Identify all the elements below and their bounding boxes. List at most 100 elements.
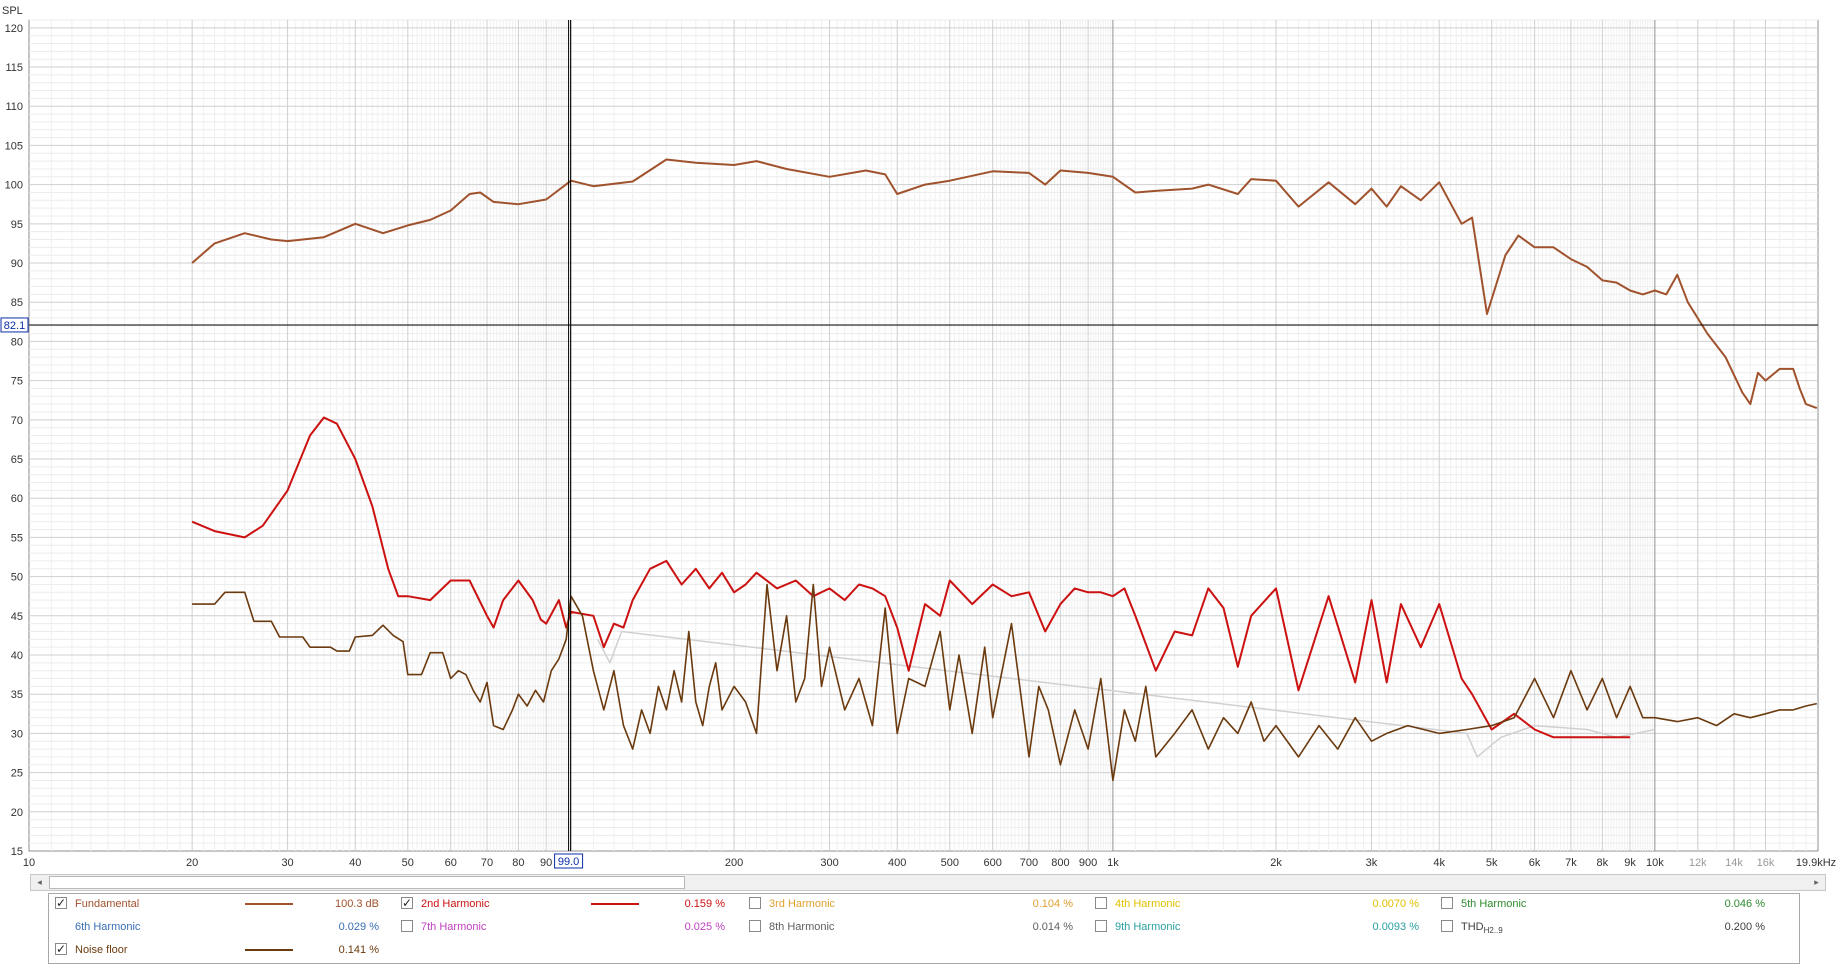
x-tick-label: 900 <box>1079 857 1097 869</box>
cursor-x-readout: 99.0 <box>558 856 579 868</box>
legend-label: 8th Harmonic <box>769 921 835 933</box>
legend-item-5th-harmonic: 5th Harmonic 0.046 % <box>1441 894 1781 914</box>
x-tick-label: 80 <box>512 857 524 869</box>
y-tick-label: 105 <box>5 140 23 152</box>
3rd-harmonic-checkbox[interactable] <box>749 897 761 909</box>
legend-item-2nd-harmonic: ✓ 2nd Harmonic 0.159 % <box>401 894 741 914</box>
y-tick-label: 35 <box>11 689 23 701</box>
x-tick-label: 60 <box>445 857 457 869</box>
x-tick-label: 5k <box>1486 857 1498 869</box>
y-tick-label: 30 <box>11 728 23 740</box>
y-tick-label: 110 <box>5 101 23 113</box>
x-tick-label: 50 <box>402 857 414 869</box>
8th-harmonic-checkbox[interactable] <box>749 920 761 932</box>
y-tick-label: 20 <box>11 807 23 819</box>
fundamental-checkbox[interactable]: ✓ <box>55 896 67 910</box>
x-tick-label: 600 <box>983 857 1001 869</box>
7th-harmonic-checkbox[interactable] <box>401 920 413 932</box>
x-tick-label: 400 <box>888 857 906 869</box>
legend-swatch <box>245 949 293 951</box>
x-tick-label: 7k <box>1565 857 1577 869</box>
x-tick-label: 8k <box>1597 857 1609 869</box>
y-tick-label: 90 <box>11 258 23 270</box>
y-axis-label: SPL <box>2 5 23 17</box>
x-tick-label: 800 <box>1051 857 1069 869</box>
legend-label: 4th Harmonic <box>1115 898 1181 910</box>
x-tick-label: 16k <box>1757 857 1775 869</box>
cursor-x-readout-box <box>554 853 584 869</box>
x-tick-label: 30 <box>281 857 293 869</box>
legend-label: Fundamental <box>75 898 140 910</box>
legend-item-thd: THDH2..9 0.200 % <box>1441 917 1781 937</box>
scroll-thumb[interactable] <box>49 876 685 889</box>
x-tick-label: 14k <box>1725 857 1743 869</box>
thd-checkbox[interactable] <box>1441 920 1453 932</box>
y-tick-label: 70 <box>11 415 23 427</box>
legend-item-fundamental: ✓ Fundamental 100.3 dB <box>55 894 395 914</box>
y-tick-label: 115 <box>5 62 23 74</box>
legend-value: 0.029 % <box>338 921 379 933</box>
y-tick-label: 55 <box>11 532 23 544</box>
x-tick-label: 200 <box>725 857 743 869</box>
y-tick-label: 120 <box>5 23 23 35</box>
legend-swatch <box>245 903 293 905</box>
x-tick-label: 500 <box>941 857 959 869</box>
y-tick-label: 100 <box>5 180 23 192</box>
x-tick-label: 3k <box>1366 857 1378 869</box>
y-tick-label: 60 <box>11 493 23 505</box>
y-tick-label: 15 <box>11 846 23 858</box>
legend-value: 0.159 % <box>684 898 725 910</box>
legend-label: 6th Harmonic <box>75 921 141 933</box>
scroll-left-arrow-icon[interactable]: ◂ <box>37 877 42 887</box>
legend-label: THDH2..9 <box>1461 921 1503 936</box>
x-tick-label: 20 <box>186 857 198 869</box>
x-tick-label: 10k <box>1646 857 1664 869</box>
legend-label: 5th Harmonic <box>1461 898 1527 910</box>
legend-label: 7th Harmonic <box>421 921 487 933</box>
legend-item-6th-harmonic: 6th Harmonic 0.029 % <box>55 917 395 937</box>
noise-floor-checkbox[interactable]: ✓ <box>55 942 67 956</box>
legend-value: 0.104 % <box>1032 898 1073 910</box>
legend-value: 100.3 dB <box>334 898 379 910</box>
2nd-harmonic-curve <box>191 416 1631 739</box>
legend-value: 0.0070 % <box>1372 898 1419 910</box>
y-tick-label: 95 <box>11 219 23 231</box>
legend-swatch <box>591 903 639 905</box>
minor-grid <box>29 19 1818 851</box>
legend-item-3rd-harmonic: 3rd Harmonic 0.104 % <box>749 894 1089 914</box>
x-tick-label: 1k <box>1107 857 1119 869</box>
legend-label: 2nd Harmonic <box>421 898 490 910</box>
y-tick-label: 85 <box>11 297 23 309</box>
legend-item-8th-harmonic: 8th Harmonic 0.014 % <box>749 917 1089 937</box>
legend-value: 0.141 % <box>338 944 379 956</box>
legend-label: 3rd Harmonic <box>769 898 836 910</box>
legend-label: Noise floor <box>75 944 128 956</box>
9th-harmonic-checkbox[interactable] <box>1095 920 1107 932</box>
scroll-right-arrow-icon[interactable]: ▸ <box>1814 877 1819 887</box>
chart-plot[interactable]: 20 25 30 35 40 45 50 55 60 65 70 75 80 85 90 95 100 105 11… <box>0 0 1842 870</box>
y-tick-label: 50 <box>11 572 23 584</box>
legend-panel: ✓ Fundamental 100.3 dB ✓ 2nd Harmonic 0.159 %… <box>48 893 1800 964</box>
5th-harmonic-checkbox[interactable] <box>1441 897 1453 909</box>
x-tick-label: 10 <box>23 857 35 869</box>
4th-harmonic-checkbox[interactable] <box>1095 897 1107 909</box>
legend-value: 0.200 % <box>1724 921 1765 933</box>
2nd-harmonic-checkbox[interactable]: ✓ <box>401 896 413 910</box>
legend-value: 0.0093 % <box>1372 921 1419 933</box>
x-tick-label: 19.9kHz <box>1796 857 1836 869</box>
legend-value: 0.046 % <box>1724 898 1765 910</box>
x-tick-label: 300 <box>820 857 838 869</box>
noise-floor-curve <box>192 583 1817 782</box>
legend-label: 9th Harmonic <box>1115 921 1181 933</box>
x-tick-label: 2k <box>1270 857 1282 869</box>
x-tick-label: 9k <box>1624 857 1636 869</box>
y-tick-label: 45 <box>11 611 23 623</box>
x-tick-label: 12k <box>1689 857 1707 869</box>
y-tick-label: 25 <box>11 768 23 780</box>
legend-item-7th-harmonic: 7th Harmonic 0.025 % <box>401 917 741 937</box>
horizontal-scrollbar[interactable]: ◂ ▸ <box>30 874 1826 891</box>
y-tick-label: 65 <box>11 454 23 466</box>
x-tick-label: 6k <box>1529 857 1541 869</box>
x-tick-label: 40 <box>349 857 361 869</box>
x-tick-label: 700 <box>1020 857 1038 869</box>
